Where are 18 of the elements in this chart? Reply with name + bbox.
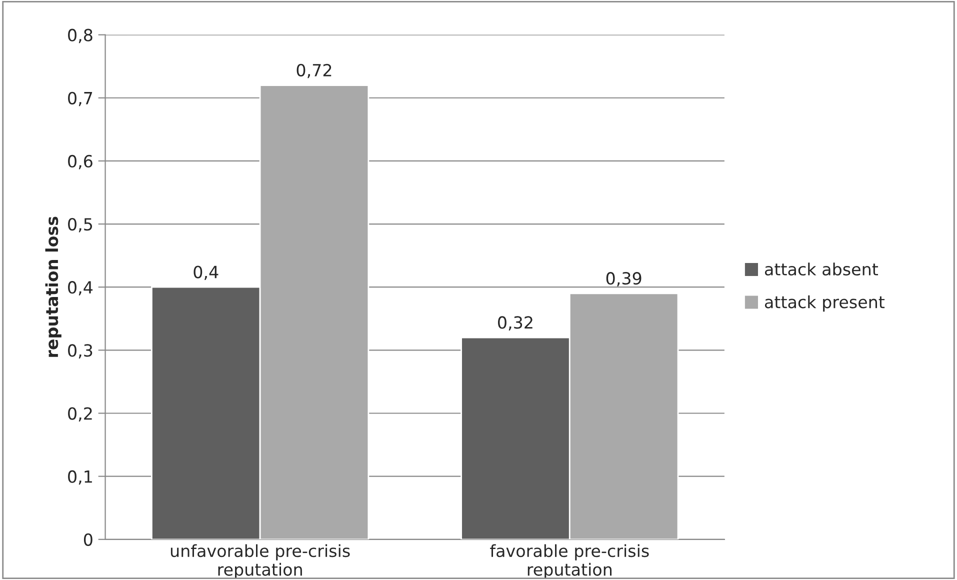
data-label: 0,4 [194,266,218,280]
y-tick-label: 0 [84,533,92,546]
x-tick-label: favorable pre-crisis reputation [490,544,649,580]
y-tick-label: 0,5 [68,218,92,232]
y-tick-label: 0,3 [68,344,92,358]
y-axis-title: reputation loss [45,216,62,357]
y-tick-label: 0,7 [68,92,92,106]
data-label: 0,39 [606,272,642,286]
x-tick-label: unfavorable pre-crisis reputation [170,544,350,580]
y-tick-label: 0,8 [68,28,92,44]
y-tick-label: 0,2 [68,407,92,422]
y-tick-label: 0,1 [68,470,92,485]
data-label: 0,72 [296,64,332,78]
data-label: 0,32 [498,316,532,330]
legend-label: attack present [764,295,885,312]
y-tick-label: 0,6 [68,154,92,170]
legend-label: attack absent [764,262,878,276]
y-tick-label: 0,4 [68,281,93,296]
